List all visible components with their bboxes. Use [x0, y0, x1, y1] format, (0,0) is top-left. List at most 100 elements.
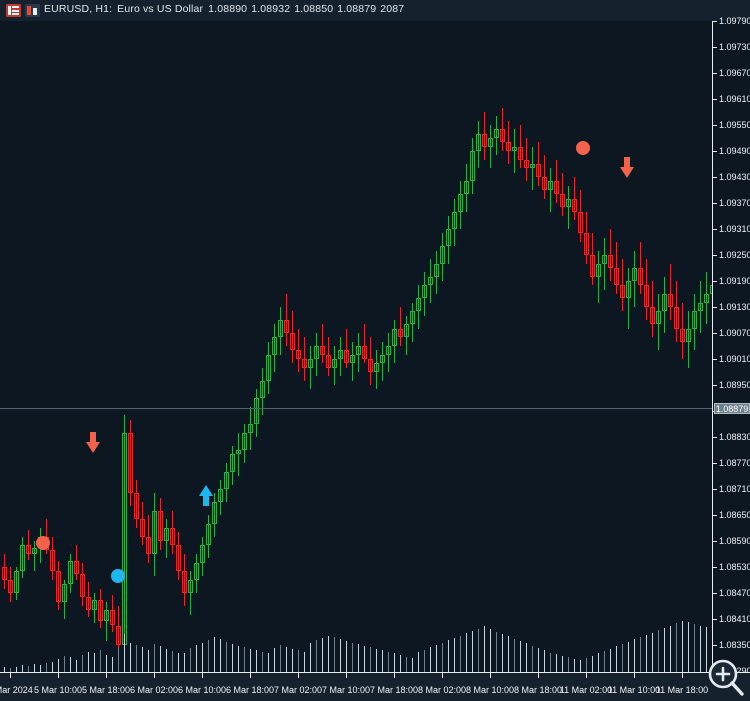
title-part-5: 1.08879: [337, 3, 377, 15]
volume-bar: [574, 658, 575, 672]
volume-bar: [466, 633, 467, 672]
volume-bar: [454, 637, 455, 672]
volume-bar: [418, 651, 419, 672]
volume-bar: [112, 656, 113, 672]
volume-bar: [226, 641, 227, 672]
volume-bar: [448, 640, 449, 672]
volume-bar: [184, 653, 185, 672]
volume-bar: [514, 638, 515, 672]
volume-bar: [622, 644, 623, 672]
title-part-6: 2087: [380, 3, 405, 15]
volume-bar: [592, 655, 593, 672]
volume-bar: [658, 630, 659, 672]
volume-bar: [652, 632, 653, 672]
volume-bar: [274, 648, 275, 672]
volume-bar: [556, 654, 557, 672]
volume-bar: [4, 667, 5, 672]
volume-bar: [520, 641, 521, 672]
volume-bar: [376, 648, 377, 672]
chart-title-ohlc: EURUSD, H1: Euro vs US Dollar 1.08890 1.089…: [44, 3, 408, 15]
volume-bar: [502, 634, 503, 672]
volume-bar: [700, 625, 701, 672]
volume-bar: [166, 648, 167, 672]
sell-dot-1-icon: [36, 536, 50, 550]
zoom-in-icon[interactable]: [705, 657, 747, 699]
volume-bar: [232, 644, 233, 672]
candlestick-chart-icon[interactable]: [25, 4, 40, 17]
volume-bar: [208, 640, 209, 672]
title-part-1: Euro vs US Dollar: [117, 3, 204, 15]
volume-bar: [322, 637, 323, 672]
volume-bar: [340, 638, 341, 672]
volume-bar: [316, 640, 317, 672]
volume-bar: [424, 649, 425, 672]
volume-bar: [130, 642, 131, 672]
title-part-3: 1.08932: [251, 3, 291, 15]
volume-bar: [394, 653, 395, 672]
volume-bar: [220, 638, 221, 672]
chart-plot-area[interactable]: [0, 21, 712, 672]
volume-bar: [628, 641, 629, 672]
volume-bar: [172, 651, 173, 672]
volume-bar: [196, 644, 197, 672]
volume-bar: [142, 647, 143, 672]
volume-bar: [106, 655, 107, 672]
volume-bar: [682, 620, 683, 672]
volume-bar: [664, 627, 665, 672]
volume-bar: [508, 636, 509, 672]
volume-bar: [478, 628, 479, 672]
volume-bar: [688, 622, 689, 672]
price-axis[interactable]: 1.09790 1.09730 1.09670 1.09610 1.09550 1.094…: [712, 16, 750, 676]
volume-bar: [634, 639, 635, 672]
volume-bar: [160, 646, 161, 672]
volume-bar: [364, 645, 365, 672]
volume-bar: [400, 654, 401, 672]
volume-bar: [358, 644, 359, 672]
chart-header-bar: EURUSD, H1: Euro vs US Dollar 1.08890 1.089…: [0, 0, 750, 21]
volume-bar: [640, 637, 641, 672]
volume-bar: [268, 653, 269, 672]
volume-bar: [676, 623, 677, 672]
volume-bar: [10, 668, 11, 672]
volume-bar: [568, 657, 569, 672]
volume-bar: [238, 645, 239, 672]
volume-bar: [532, 645, 533, 672]
volume-bar: [58, 658, 59, 672]
volume-bar: [412, 658, 413, 672]
volume-bar: [580, 660, 581, 672]
volume-bar: [544, 650, 545, 672]
volume-bar: [598, 653, 599, 672]
volume-bar: [202, 642, 203, 672]
volume-bar: [100, 650, 101, 672]
volume-bar: [82, 654, 83, 672]
volume-bar: [646, 634, 647, 672]
volume-bar: [610, 648, 611, 672]
volume-bar: [280, 644, 281, 672]
title-part-4: 1.08850: [294, 3, 334, 15]
volume-bar: [214, 637, 215, 672]
volume-bar: [34, 663, 35, 672]
volume-bar: [250, 648, 251, 672]
current-price-value: 1.08879: [715, 404, 749, 414]
volume-bar: [52, 661, 53, 672]
volume-bar: [436, 644, 437, 672]
volume-bar: [430, 647, 431, 672]
volume-bar: [706, 627, 707, 672]
volume-bar: [118, 648, 119, 672]
volume-bar: [328, 635, 329, 672]
volume-bar: [604, 651, 605, 672]
market-watch-icon[interactable]: [6, 4, 21, 17]
volume-bar: [286, 646, 287, 672]
volume-bar: [388, 651, 389, 672]
volume-bar: [382, 650, 383, 672]
title-part-0: EURUSD, H1:: [44, 3, 113, 15]
volume-bar: [670, 625, 671, 672]
volume-bar: [154, 644, 155, 672]
volume-bar: [292, 648, 293, 672]
volume-bar: [124, 634, 125, 672]
volume-bar: [616, 646, 617, 672]
buy-dot-1-icon: [111, 569, 125, 583]
volume-bar: [64, 655, 65, 672]
